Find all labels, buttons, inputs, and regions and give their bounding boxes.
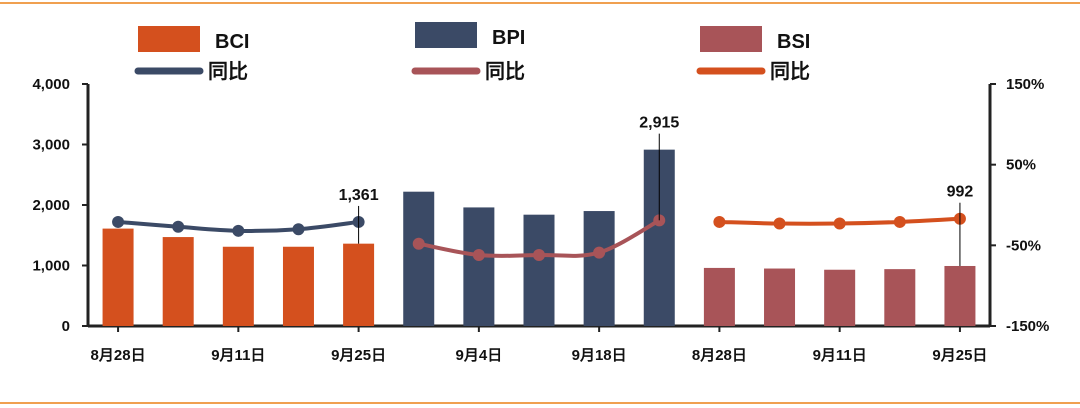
bci-bar (222, 246, 254, 326)
bsi-yoy-point (713, 215, 726, 228)
bsi-data-label: 992 (947, 184, 974, 201)
x-tick-label: 8月28日 (692, 347, 747, 364)
bci-data-label: 1,361 (339, 187, 379, 204)
left-tick-label: 1,000 (32, 258, 70, 275)
left-tick-label: 4,000 (32, 76, 70, 93)
top-rule (0, 2, 1080, 4)
bsi-bar (703, 267, 735, 326)
bpi-yoy-point (412, 237, 425, 250)
bpi-bar-legend-swatch (415, 22, 477, 48)
left-tick-label: 3,000 (32, 137, 70, 154)
bpi-bar (403, 191, 435, 326)
bci-bar-legend-label: BCI (215, 31, 249, 53)
bpi-bar-legend-label: BPI (492, 27, 525, 49)
bci-yoy-point (112, 215, 125, 228)
x-tick-label: 9月25日 (932, 347, 987, 364)
bsi-bar (824, 269, 856, 326)
bsi-yoy-point (893, 215, 906, 228)
bpi-bar (523, 214, 555, 326)
bsi-yoy-point (833, 217, 846, 230)
bsi-bar-legend-swatch (700, 26, 762, 52)
bci-bar-legend-swatch (138, 26, 200, 52)
right-tick-label: -150% (1006, 318, 1049, 335)
bci-yoy-legend-label: 同比 (208, 60, 248, 83)
bci-yoy-point (232, 224, 245, 237)
bpi-yoy-point (593, 246, 606, 259)
bpi-yoy-point (472, 249, 485, 262)
bpi-bar (463, 207, 495, 326)
bpi-yoy-legend-label: 同比 (485, 60, 525, 83)
bpi-data-label: 2,915 (639, 115, 679, 132)
bottom-rule (0, 402, 1080, 404)
bpi-yoy-point (533, 249, 545, 262)
bci-bar (282, 246, 314, 326)
bsi-yoy-point (773, 217, 786, 230)
left-tick-label: 0 (62, 318, 70, 335)
x-tick-label: 9月11日 (211, 347, 265, 364)
bsi-yoy-legend-label: 同比 (770, 60, 810, 83)
right-tick-label: 50% (1006, 157, 1036, 174)
bsi-bar (884, 269, 916, 326)
bci-bar (102, 228, 134, 326)
left-tick-label: 2,000 (32, 197, 70, 214)
x-tick-label: 9月18日 (572, 347, 627, 364)
right-tick-label: 150% (1006, 76, 1044, 93)
x-tick-label: 8月28日 (91, 347, 146, 364)
bci-bar (162, 237, 194, 326)
bsi-bar-legend-label: BSI (777, 31, 810, 53)
bsi-bar (944, 265, 976, 326)
bci-yoy-point (292, 223, 305, 236)
x-tick-label: 9月25日 (331, 347, 386, 364)
bpi-bar (583, 211, 615, 326)
x-tick-label: 9月11日 (813, 347, 867, 364)
bci-bar (343, 243, 375, 326)
bci-yoy-point (172, 220, 185, 233)
right-tick-label: -50% (1006, 237, 1041, 254)
x-tick-label: 9月4日 (456, 347, 503, 364)
bsi-bar (764, 268, 796, 326)
